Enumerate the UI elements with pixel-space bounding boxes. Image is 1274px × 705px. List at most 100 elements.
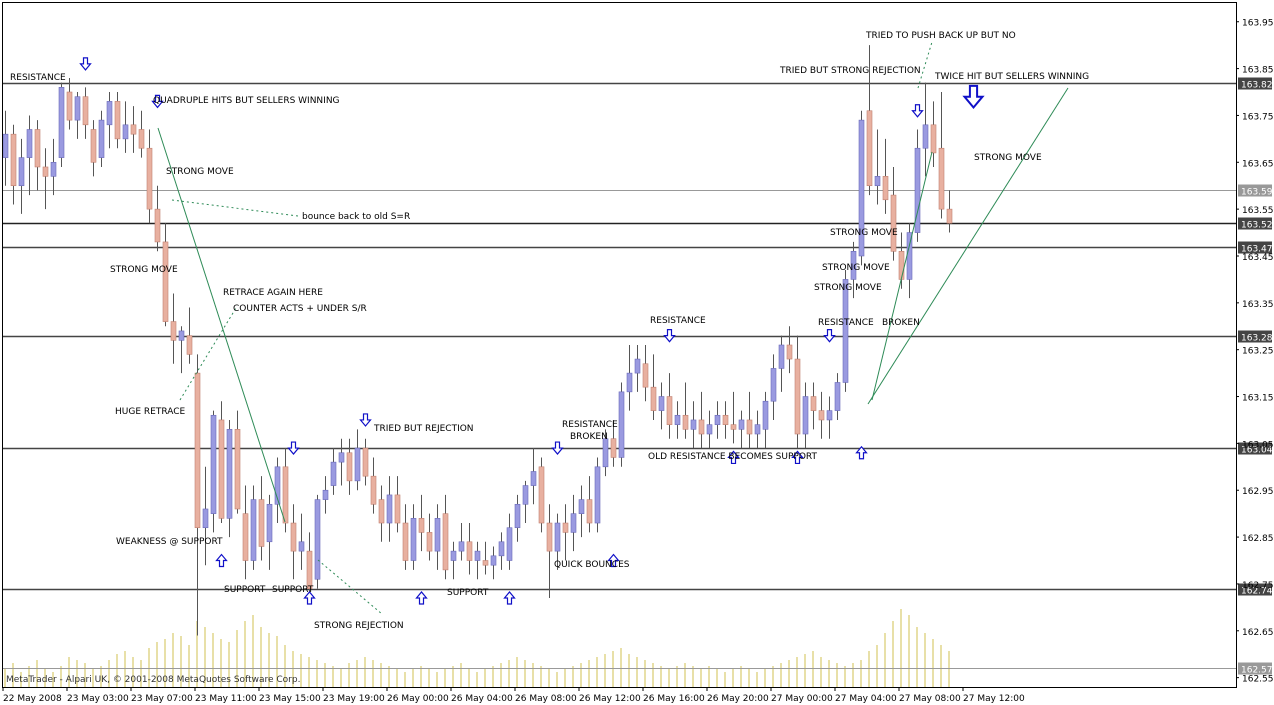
annotation: RETRACE AGAIN HERE: [223, 288, 323, 298]
up-arrow-icon: [415, 591, 428, 605]
y-tick-label: 163.45: [1242, 253, 1274, 263]
dotted-rejection-line: [317, 559, 383, 615]
volume-bar: [204, 627, 206, 687]
candle-body: [914, 147, 921, 233]
candle-body: [106, 101, 113, 126]
annotation: RESISTANCE: [818, 318, 874, 328]
annotation: STRONG MOVE: [822, 263, 890, 273]
candle-body: [506, 527, 513, 561]
candle-body: [226, 429, 233, 519]
level-price-tag: [1238, 217, 1272, 230]
volume-bar: [500, 663, 502, 687]
candle-body: [130, 124, 137, 135]
candle-body: [778, 344, 785, 369]
candle-body: [290, 522, 297, 552]
down-arrow-icon: [551, 441, 564, 456]
candle-body: [218, 419, 225, 519]
volume-bar: [364, 657, 366, 687]
volume-histogram: [4, 609, 950, 687]
candle-body: [402, 522, 409, 561]
candle-body: [146, 147, 153, 210]
volume-bar: [44, 669, 46, 687]
plot-frame: [2, 2, 1237, 688]
y-tick-label: 162.65: [1242, 628, 1274, 638]
candle-body: [722, 414, 729, 425]
volume-bar: [252, 615, 254, 687]
volume-bar: [492, 666, 494, 687]
volume-bar: [852, 663, 854, 687]
candle-body: [450, 550, 457, 561]
candle-body: [674, 414, 681, 425]
annotation: SUPPORT: [272, 585, 314, 595]
volume-bar: [836, 663, 838, 687]
candle-body: [482, 560, 489, 566]
trendline-up-2: [871, 151, 933, 401]
x-tick-label: 22 May 2008: [3, 694, 62, 704]
candle-body: [642, 363, 649, 388]
annotation: OLD RESISTANCE BECOMES SUPPORT: [648, 452, 818, 462]
annotation: HUGE RETRACE: [115, 407, 185, 417]
candle-body: [554, 522, 561, 552]
volume-bar: [556, 672, 558, 687]
level-price-tag: [1238, 583, 1272, 596]
y-tick-label: 163.05: [1242, 440, 1274, 450]
volume-bar: [940, 645, 942, 687]
volume-bar: [68, 657, 70, 687]
volume-bar: [692, 666, 694, 687]
candle-body: [362, 447, 369, 477]
volume-bar: [180, 636, 182, 687]
candle-body: [170, 321, 177, 341]
level-price-tag: [1238, 442, 1272, 455]
volume-bar: [652, 663, 654, 687]
candle-body: [762, 400, 769, 430]
candle-body: [874, 176, 881, 187]
volume-bar: [932, 639, 934, 687]
volume-bar: [428, 669, 430, 687]
dotted-pushback-line: [917, 41, 933, 89]
x-tick-label: 27 May 12:00: [963, 694, 1025, 704]
volume-bar: [476, 672, 478, 687]
candle-body: [442, 513, 449, 571]
x-tick-label: 23 May 19:00: [323, 694, 385, 704]
volume-bar: [908, 615, 910, 687]
candle-body: [90, 129, 97, 163]
volume-bar: [60, 666, 62, 687]
candle-body: [138, 129, 145, 149]
annotation: BROKEN: [570, 432, 608, 442]
volume-bar: [220, 639, 222, 687]
candle-body: [770, 368, 777, 402]
down-arrow-icon: [151, 94, 164, 109]
candle-body: [866, 110, 873, 187]
volume-bar: [884, 633, 886, 687]
y-tick-label: 163.85: [1242, 66, 1274, 76]
down-arrow-icon: [823, 329, 836, 343]
candle-body: [330, 461, 337, 486]
candle-body: [938, 147, 945, 210]
volume-bar: [516, 657, 518, 687]
volume-bar: [724, 672, 726, 687]
candle-body: [602, 438, 609, 468]
volume-bar: [708, 666, 710, 687]
volume-bar: [532, 663, 534, 687]
candle-body: [322, 489, 329, 500]
candle-body: [826, 410, 833, 421]
volume-bar: [796, 657, 798, 687]
candle-body: [522, 485, 529, 505]
volume-bar: [740, 666, 742, 687]
volume-bar: [420, 666, 422, 687]
candle-body: [194, 372, 201, 529]
candle-body: [66, 91, 73, 121]
volume-bar: [748, 669, 750, 687]
candle-body: [250, 499, 257, 561]
volume-bar: [276, 636, 278, 687]
candle-body: [314, 499, 321, 580]
y-tick-label: 162.75: [1242, 581, 1274, 591]
candle-body: [570, 513, 577, 533]
candles: [2, 45, 953, 636]
volume-bar: [260, 627, 262, 687]
candle-body: [698, 419, 705, 435]
candle-body: [882, 176, 889, 201]
volume-bar: [108, 660, 110, 687]
volume-bar: [660, 666, 662, 687]
